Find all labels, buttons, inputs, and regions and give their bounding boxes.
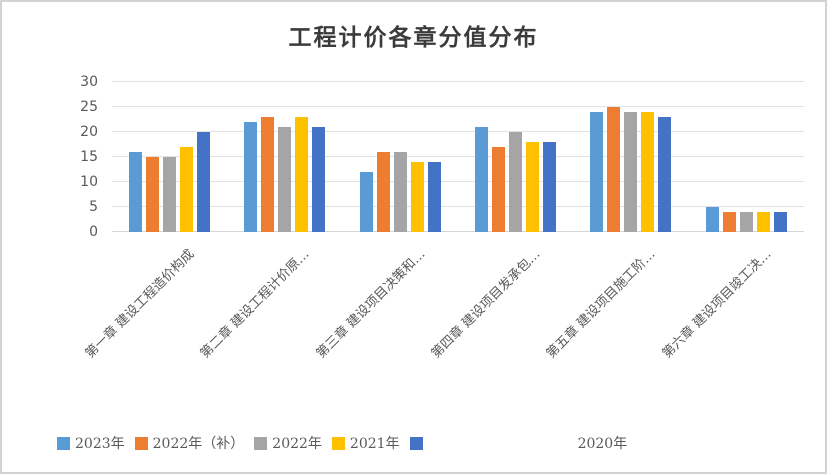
gridline [112,106,804,107]
bar-2023年 [129,152,143,232]
bar-2020年 [197,132,211,232]
bar-2022年（补） [146,157,160,232]
bar-2023年 [244,122,258,232]
y-tick-label: 25 [80,99,98,115]
y-tick-label: 0 [89,224,98,240]
bar-2021年 [410,162,424,232]
bar-2022年 [393,152,407,232]
legend-item: 2022年 [254,433,322,453]
legend-label: 2022年 [272,436,322,452]
bar-2020年 [658,117,672,232]
legend: 2023年 2022年（补） 2022年 2021年 2020年 [57,433,627,453]
bar-groups [112,82,804,232]
bar-2022年（补） [376,152,390,232]
y-tick-label: 10 [80,174,98,190]
bar-2022年 [739,212,753,232]
legend-label: 2023年 [75,436,125,452]
legend-item: 2020年 [409,433,628,453]
bar-2023年 [590,112,604,232]
bar-2023年 [359,172,373,232]
bar-2022年 [163,157,177,232]
bar-2021年 [526,142,540,232]
gridline [112,156,804,157]
y-tick-label: 15 [80,149,98,165]
legend-label: 2020年 [577,436,628,452]
legend-label: 2021年 [349,436,400,452]
bar-group [227,82,342,232]
legend-label: 2022年（补） [152,436,245,452]
bar-2020年 [427,162,441,232]
plot-area [112,81,804,232]
bar-2022年 [509,132,523,232]
legend-swatch [57,436,70,450]
legend-swatch [134,436,148,450]
bar-2020年 [312,127,326,232]
bar-2022年（补） [492,147,506,232]
legend-item: 2021年 [331,433,400,453]
bar-2021年 [641,112,655,232]
legend-swatch [254,436,268,450]
gridline [112,181,804,182]
bar-2023年 [475,127,489,232]
y-tick-label: 30 [80,74,98,90]
bar-group [458,82,573,232]
bar-2021年 [756,212,770,232]
bar-group [343,82,458,232]
gridline [112,81,804,82]
bar-2020年 [773,212,787,232]
chart-title: 工程计价各章分值分布 [288,24,539,51]
legend-swatch [409,436,423,450]
bar-2021年 [180,147,194,232]
y-axis: 0 5 10 15 20 25 30 [58,74,104,240]
x-axis-line [112,231,804,232]
bar-group [573,82,688,232]
bar-2020年 [543,142,557,232]
bar-2022年（补） [607,107,621,232]
gridline [112,131,804,132]
bar-2022年 [624,112,638,232]
y-tick-label: 20 [80,124,98,140]
bar-2022年 [278,127,292,232]
x-labels: 第一章 建设工程造价构成 第二章 建设工程计价原… 第三章 建设项目决策和… 第四章 … [2,244,825,424]
legend-swatch [331,436,345,450]
gridline [112,206,804,207]
y-tick-label: 5 [89,199,98,215]
bar-2022年（补） [261,117,275,232]
legend-item: 2022年（补） [134,433,245,453]
legend-item: 2023年 [57,433,125,453]
bar-2021年 [295,117,309,232]
bar-2023年 [705,207,719,232]
bar-2022年（补） [722,212,736,232]
bar-group [112,82,227,232]
bar-group [689,82,804,232]
